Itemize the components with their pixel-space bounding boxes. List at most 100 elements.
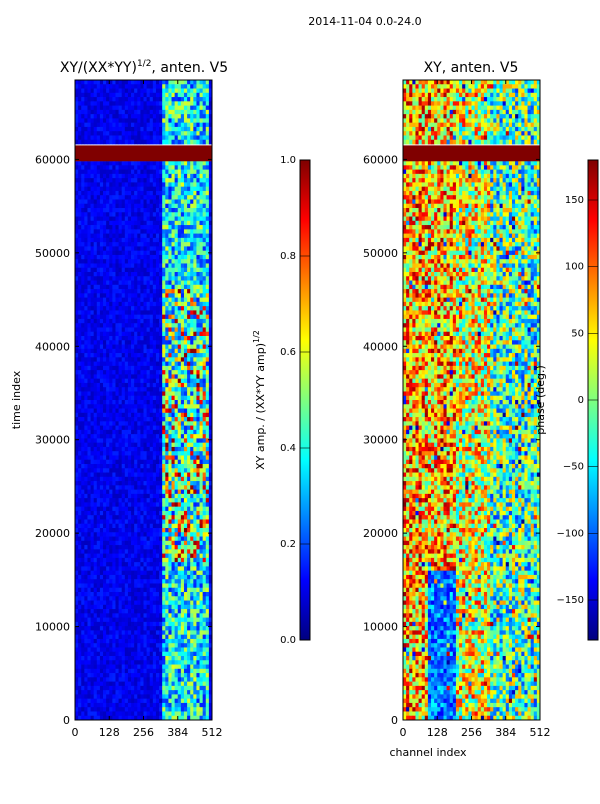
heatmap-cell — [187, 284, 191, 290]
heatmap-cell — [140, 199, 144, 205]
heatmap-cell — [109, 429, 113, 435]
heatmap-cell — [140, 212, 144, 217]
heatmap-cell — [84, 549, 88, 554]
heatmap-cell — [96, 195, 101, 200]
heatmap-cell — [168, 284, 172, 290]
heatmap-cell — [87, 323, 91, 328]
heatmap-cell — [171, 361, 176, 367]
heatmap-cell — [208, 574, 212, 580]
heatmap-cell — [193, 203, 197, 209]
heatmap-cell — [202, 562, 207, 567]
heatmap-cell — [78, 348, 82, 354]
heatmap-cell — [137, 173, 141, 179]
heatmap-cell — [109, 391, 113, 397]
heatmap-cell — [180, 442, 185, 448]
heatmap-cell — [205, 314, 210, 320]
heatmap-cell — [137, 365, 141, 371]
heatmap-cell — [177, 118, 182, 124]
heatmap-cell — [99, 203, 104, 209]
heatmap-cell — [190, 131, 194, 136]
heatmap-cell — [134, 459, 138, 465]
heatmap-cell — [146, 131, 151, 136]
heatmap-cell — [109, 502, 113, 508]
heatmap-cell — [103, 105, 107, 111]
heatmap-cell — [137, 464, 141, 469]
heatmap-cell — [137, 336, 141, 341]
heatmap-cell — [140, 254, 144, 260]
heatmap-cell — [146, 365, 151, 371]
heatmap-cell — [118, 314, 123, 320]
heatmap-cell — [165, 557, 169, 563]
heatmap-cell — [103, 216, 107, 222]
heatmap-cell — [146, 336, 151, 341]
heatmap-cell — [84, 438, 88, 444]
heatmap-cell — [159, 293, 163, 298]
heatmap-cell — [155, 438, 160, 444]
heatmap-cell — [177, 472, 182, 478]
heatmap-cell — [177, 263, 182, 269]
heatmap-cell — [165, 229, 169, 234]
heatmap-cell — [121, 182, 126, 188]
heatmap-cell — [131, 186, 135, 192]
heatmap-cell — [115, 259, 119, 264]
heatmap-cell — [124, 318, 129, 324]
heatmap-cell — [99, 259, 104, 264]
heatmap-cell — [190, 481, 194, 486]
heatmap-cell — [205, 208, 210, 213]
heatmap-cell — [112, 353, 116, 358]
heatmap-cell — [87, 220, 91, 226]
heatmap-cell — [81, 476, 85, 482]
heatmap-cell — [205, 88, 210, 94]
heatmap-cell — [127, 97, 132, 102]
heatmap-cell — [103, 97, 107, 102]
heatmap-cell — [202, 318, 207, 324]
heatmap-cell — [205, 557, 210, 563]
heatmap-cell — [131, 293, 135, 298]
heatmap-cell — [174, 442, 179, 448]
heatmap-cell — [75, 493, 79, 499]
heatmap-cell — [81, 203, 85, 209]
heatmap-cell — [152, 493, 157, 499]
heatmap-cell — [205, 118, 210, 124]
heatmap-cell — [106, 489, 110, 495]
heatmap-cell — [196, 97, 200, 102]
heatmap-cell — [205, 532, 210, 537]
heatmap-cell — [75, 169, 79, 175]
heatmap-cell — [121, 161, 126, 166]
heatmap-cell — [115, 408, 119, 414]
heatmap-cell — [183, 391, 188, 397]
heatmap-cell — [87, 464, 91, 469]
heatmap-cell — [152, 301, 157, 307]
heatmap-cell — [174, 357, 179, 362]
heatmap-cell — [103, 481, 107, 486]
heatmap-cell — [137, 263, 141, 269]
heatmap-cell — [84, 220, 88, 226]
heatmap-cell — [193, 131, 197, 136]
heatmap-cell — [109, 515, 113, 520]
heatmap-cell — [187, 101, 191, 106]
heatmap-cell — [93, 515, 98, 520]
heatmap-cell — [208, 101, 212, 106]
heatmap-cell — [140, 182, 144, 188]
heatmap-cell — [118, 455, 123, 461]
heatmap-cell — [187, 126, 191, 132]
heatmap-cell — [165, 549, 169, 554]
heatmap-cell — [171, 400, 176, 405]
heatmap-cell — [143, 114, 148, 119]
heatmap-cell — [155, 336, 160, 341]
heatmap-cell — [174, 208, 179, 213]
heatmap-cell — [96, 353, 101, 358]
heatmap-cell — [124, 464, 129, 469]
heatmap-cell — [93, 178, 98, 183]
heatmap-cell — [121, 306, 126, 311]
heatmap-cell — [149, 135, 154, 141]
heatmap-cell — [118, 195, 123, 200]
heatmap-cell — [99, 314, 104, 320]
heatmap-cell — [196, 169, 200, 175]
heatmap-cell — [112, 510, 116, 516]
heatmap-cell — [137, 395, 141, 401]
heatmap-cell — [183, 267, 188, 273]
heatmap-cell — [134, 566, 138, 572]
heatmap-cell — [81, 417, 85, 422]
heatmap-cell — [140, 131, 144, 136]
